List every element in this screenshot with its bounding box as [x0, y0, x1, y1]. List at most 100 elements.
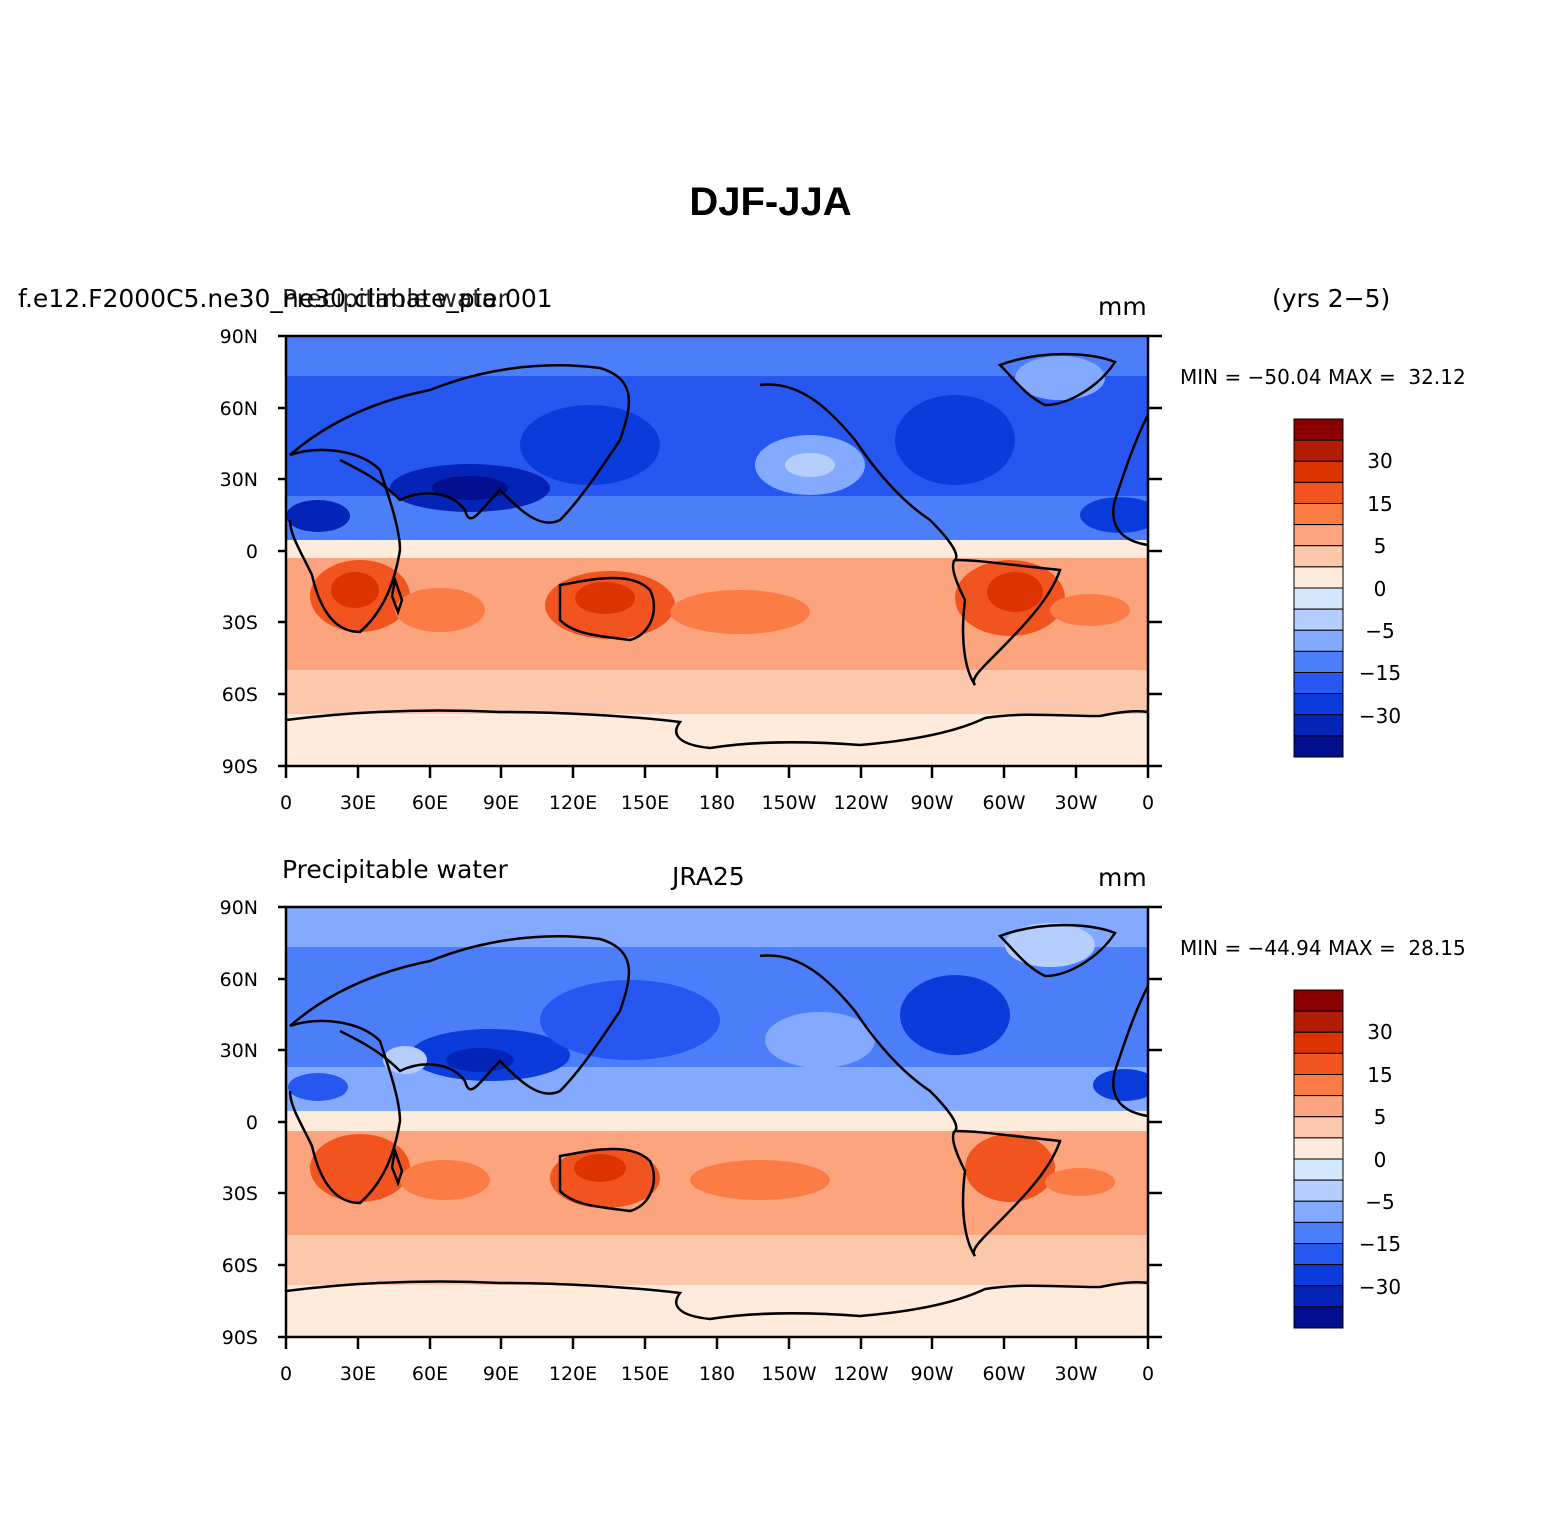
colorbar-swatch: [1293, 1200, 1344, 1223]
s-america-core: [987, 572, 1043, 612]
colorbar-label: 5: [1374, 1105, 1387, 1129]
panel1-lon-labels: 0 30E 60E 90E 120E 150E 180 150W 120W 90…: [280, 792, 1154, 814]
colorbar-swatch: [1293, 1074, 1344, 1097]
s-america-high: [965, 1134, 1055, 1202]
sh-midlat-band: [286, 670, 1148, 714]
colorbar-swatch: [1293, 587, 1344, 610]
sh-midlat-band: [286, 1235, 1148, 1285]
lon-label: 120E: [549, 1363, 597, 1385]
lon-label: 0: [1142, 792, 1154, 814]
panel2-case-label: JRA25: [672, 862, 745, 891]
indian-ocean-high: [395, 588, 485, 632]
colorbar-label: −30: [1359, 704, 1401, 728]
panel2-ticks: [278, 905, 1162, 1349]
panel2-contour-field: [286, 907, 1148, 1337]
lon-label: 0: [280, 792, 292, 814]
n-pacific-pale: [765, 1012, 875, 1068]
colorbar-swatch: [1293, 1095, 1344, 1118]
panel2-units-label: mm: [1098, 863, 1147, 892]
panel1-colorbar-labels: 30 15 5 0 −5 −15 −30: [1359, 449, 1401, 728]
s-pacific-high: [670, 590, 810, 634]
lat-label: 0: [246, 541, 258, 563]
lon-label: 180: [699, 1363, 735, 1385]
lat-label: 30N: [220, 469, 258, 491]
panel2-variable-label: Precipitable water: [282, 855, 508, 884]
lon-label: 60W: [983, 792, 1026, 814]
panel2-lon-labels: 0 30E 60E 90E 120E 150E 180 150W 120W 90…: [280, 1363, 1154, 1385]
antarctic-band: [286, 714, 1148, 766]
colorbar-swatch: [1293, 1264, 1344, 1287]
asia-core: [446, 1048, 514, 1072]
lon-label: 0: [280, 1363, 292, 1385]
n-america-low: [900, 975, 1010, 1055]
years-label: (yrs 2−5): [1272, 284, 1391, 313]
colorbar-swatch: [1293, 693, 1344, 716]
lat-label: 30S: [222, 1183, 258, 1205]
colorbar-swatch: [1293, 1221, 1344, 1244]
colorbar-swatch: [1293, 1179, 1344, 1202]
colorbar-swatch: [1293, 566, 1344, 589]
arabia-pale: [383, 1046, 427, 1074]
panel1-lat-labels: 90N 60N 30N 0 30S 60S 90S: [220, 326, 258, 778]
s-africa-core: [331, 572, 379, 608]
greenland-pale: [1005, 923, 1095, 967]
colorbar-label: −5: [1365, 619, 1394, 643]
lon-label: 120W: [833, 1363, 888, 1385]
colorbar-label: 30: [1367, 1020, 1392, 1044]
indian-ocean-high: [400, 1160, 490, 1200]
colorbar-swatch: [1293, 1285, 1344, 1308]
antarctic-band: [286, 1285, 1148, 1337]
colorbar-swatch: [1293, 735, 1344, 758]
colorbar-swatch: [1293, 1137, 1344, 1160]
n-america-low: [895, 395, 1015, 485]
lon-label: 90E: [483, 1363, 519, 1385]
colorbar-swatch: [1293, 481, 1344, 504]
colorbar-swatch: [1293, 418, 1344, 441]
colorbar-swatch: [1293, 1116, 1344, 1139]
colorbar-swatch: [1293, 672, 1344, 695]
colorbar-label: −5: [1365, 1190, 1394, 1214]
lon-label: 150E: [621, 1363, 669, 1385]
s-atlantic-high: [1045, 1168, 1115, 1196]
s-pacific-high: [690, 1160, 830, 1200]
panel1-ticks: [278, 334, 1162, 778]
atlantic-low: [1093, 1069, 1148, 1101]
panel2-coastlines: [286, 923, 1148, 1321]
n-africa-low: [288, 1073, 348, 1101]
lon-label: 0: [1142, 1363, 1154, 1385]
colorbar-swatch: [1293, 1243, 1344, 1266]
colorbar-label: 15: [1367, 1063, 1392, 1087]
lon-label: 150E: [621, 792, 669, 814]
colorbar-label: 0: [1374, 577, 1387, 601]
lon-label: 60W: [983, 1363, 1026, 1385]
lon-label: 30E: [340, 792, 376, 814]
lon-label: 90W: [911, 1363, 954, 1385]
panel1-contour-field: [286, 336, 1148, 766]
australia-core: [575, 582, 635, 614]
panel1-map: 90N 60N 30N 0 30S 60S 90S 0 30E 60E 90E …: [220, 326, 1402, 814]
s-atlantic-high: [1050, 594, 1130, 626]
equator-band: [286, 1111, 1148, 1131]
figure-title: DJF-JJA: [689, 180, 852, 224]
lon-label: 120W: [833, 792, 888, 814]
colorbar-label: 0: [1374, 1148, 1387, 1172]
lon-label: 30W: [1055, 1363, 1098, 1385]
colorbar-swatch: [1293, 714, 1344, 737]
lat-label: 0: [246, 1112, 258, 1134]
lon-label: 150W: [761, 1363, 816, 1385]
panel2-colorbar-labels: 30 15 5 0 −5 −15 −30: [1359, 1020, 1401, 1299]
colorbar-label: 30: [1367, 449, 1392, 473]
panel1-variable-label: Precipitable water: [282, 284, 508, 313]
panel2-lat-labels: 90N 60N 30N 0 30S 60S 90S: [220, 897, 258, 1349]
colorbar-swatch: [1293, 503, 1344, 526]
colorbar-swatch: [1293, 1052, 1344, 1075]
lat-label: 60S: [222, 1255, 258, 1277]
panel2-colorbar: [1293, 989, 1344, 1329]
lon-label: 60E: [412, 1363, 448, 1385]
lon-label: 180: [699, 792, 735, 814]
panel2-map: 90N 60N 30N 0 30S 60S 90S 0 30E 60E 90E …: [220, 897, 1402, 1385]
westpac-low: [540, 980, 720, 1060]
colorbar-label: 5: [1374, 534, 1387, 558]
lat-label: 60N: [220, 398, 258, 420]
colorbar-swatch: [1293, 1010, 1344, 1033]
